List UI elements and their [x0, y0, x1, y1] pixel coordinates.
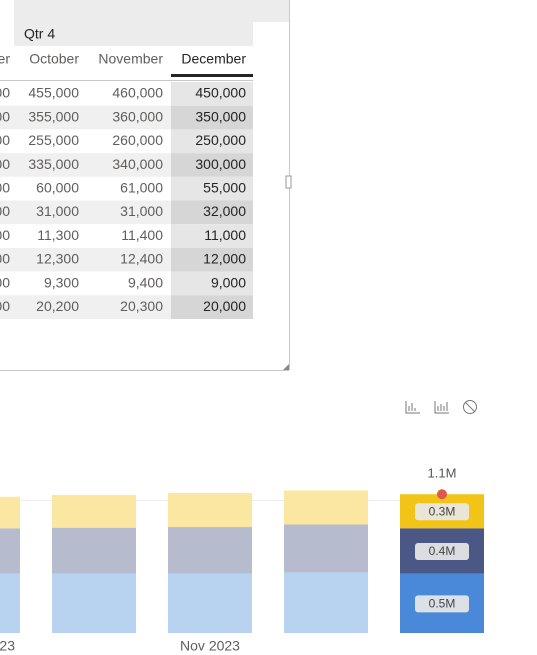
group-header: Qtr 4	[24, 26, 55, 42]
visual-icons	[405, 400, 477, 414]
cell: 00	[0, 156, 10, 172]
cell: 00	[0, 203, 10, 219]
cell: 255,000	[28, 132, 79, 148]
bar-segment	[284, 572, 368, 633]
cell: 55,000	[203, 180, 246, 196]
row-bg	[0, 295, 171, 319]
data-label-bg	[415, 595, 469, 613]
cell: 00	[0, 108, 10, 124]
cell: 355,000	[28, 108, 79, 124]
selection-dot	[437, 489, 447, 500]
bar-segment	[0, 573, 20, 633]
highlight-cell-bg	[171, 247, 253, 272]
cell: 335,000	[28, 156, 79, 172]
chart-icon[interactable]	[434, 401, 449, 414]
bar-segment	[284, 524, 368, 573]
row-bg	[0, 129, 171, 154]
highlight-cell-bg	[171, 82, 253, 106]
highlight-cell-bg	[171, 105, 253, 130]
highlight-cell-bg	[171, 271, 253, 296]
cell: 360,000	[112, 108, 163, 124]
total-label: 1.1M	[428, 466, 457, 481]
cell: 31,000	[120, 203, 163, 219]
data-label: 0.5M	[429, 597, 456, 611]
highlight-cell-bg	[171, 129, 253, 154]
bar-segment	[52, 527, 136, 574]
cell: 00	[0, 227, 10, 243]
highlight-cell-bg	[171, 200, 253, 225]
bar-segment	[0, 496, 20, 529]
resize-handle[interactable]	[285, 175, 292, 189]
row-bg	[0, 200, 171, 225]
bar-segment	[284, 490, 368, 525]
column-header: October	[29, 51, 79, 67]
row-bg	[0, 224, 171, 248]
cell: 460,000	[112, 85, 163, 101]
clipped-cell	[0, 0, 14, 46]
cell: 12,400	[120, 251, 163, 267]
data-label-bg	[415, 503, 469, 521]
cell: 11,300	[37, 227, 79, 243]
cell: 60,000	[36, 180, 79, 196]
cell: 260,000	[112, 132, 163, 148]
cell: 9,400	[128, 274, 163, 290]
resize-corner[interactable]	[283, 364, 289, 370]
highlight-cell-bg	[171, 153, 253, 177]
row-bg	[0, 105, 171, 130]
column-header: November	[98, 51, 163, 67]
clear-icon-slash	[465, 402, 475, 412]
cell: 300,000	[195, 156, 246, 172]
bar-segment	[52, 494, 136, 528]
highlight-cell-bg	[171, 295, 253, 319]
cell: 455,000	[28, 85, 79, 101]
cell: 12,300	[36, 251, 79, 267]
cell: 00	[0, 298, 10, 314]
row-bg	[0, 176, 171, 201]
bar-segment	[168, 527, 252, 574]
cell: 20,300	[120, 298, 163, 314]
bar-segment	[168, 573, 252, 633]
drill-icon[interactable]	[405, 401, 420, 414]
cell: 12,000	[203, 251, 246, 267]
data-label: 0.3M	[429, 504, 456, 518]
cell: 20,000	[203, 298, 246, 314]
cell: 00	[0, 132, 10, 148]
clear-icon[interactable]	[463, 400, 477, 414]
cell: 250,000	[195, 132, 246, 148]
x-tick-label: Nov 2023	[180, 638, 240, 654]
cell: 00	[0, 85, 10, 101]
cell: 450,000	[195, 85, 246, 101]
column-header: December	[181, 51, 246, 67]
data-label: 0.4M	[429, 544, 456, 558]
bar-segment	[52, 573, 136, 633]
table-top-band	[0, 0, 289, 22]
data-label-bg	[415, 543, 469, 560]
bar-segment	[0, 528, 20, 574]
cell: 11,000	[204, 227, 246, 243]
x-tick-label: 23	[0, 638, 15, 654]
cell: 350,000	[195, 108, 246, 124]
column-header: er	[0, 51, 10, 67]
cell: 340,000	[112, 156, 163, 172]
highlight-cell-bg	[171, 176, 253, 201]
cell: 11,400	[121, 227, 163, 243]
row-bg	[0, 271, 171, 296]
cell: 9,300	[44, 274, 79, 290]
row-bg	[0, 247, 171, 272]
cell: 31,000	[36, 203, 79, 219]
row-bg	[0, 153, 171, 177]
cell: 00	[0, 180, 10, 196]
cell: 32,000	[203, 203, 246, 219]
cell: 00	[0, 274, 10, 290]
highlight-cell-bg	[171, 224, 253, 248]
group-header-cell	[0, 22, 170, 46]
cell: 9,000	[211, 274, 246, 290]
cell: 00	[0, 251, 10, 267]
cell: 20,200	[36, 298, 79, 314]
cell: 61,000	[120, 180, 163, 196]
bar-segment	[168, 492, 252, 528]
row-bg	[0, 82, 171, 106]
